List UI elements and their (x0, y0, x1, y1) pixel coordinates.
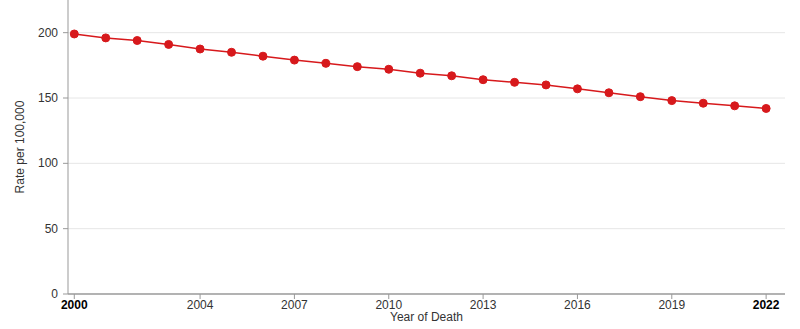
grid-line (68, 294, 785, 295)
plot-area (70, 30, 770, 112)
data-point (636, 93, 644, 101)
data-point (290, 56, 298, 64)
x-tick-label: 2013 (470, 298, 497, 312)
data-point (479, 76, 487, 84)
y-tick (63, 32, 68, 33)
x-tick-label: 2019 (658, 298, 685, 312)
y-tick-label: 100 (38, 156, 58, 170)
data-point (511, 78, 519, 86)
y-tick-label: 0 (51, 287, 58, 301)
x-tick-label: 2000 (61, 298, 88, 312)
data-point (542, 81, 550, 89)
data-point (416, 69, 424, 77)
data-point (353, 63, 361, 71)
data-point (70, 30, 78, 38)
x-axis-title: Year of Death (390, 310, 463, 324)
y-tick-label: 150 (38, 91, 58, 105)
data-point (448, 72, 456, 80)
grid-line (68, 98, 785, 99)
data-point (605, 89, 613, 97)
y-tick (63, 163, 68, 164)
data-line (74, 34, 766, 108)
grid-line (68, 163, 785, 164)
x-tick-label: 2007 (281, 298, 308, 312)
y-tick-label: 200 (38, 26, 58, 40)
data-point (731, 102, 739, 110)
grid-line (68, 228, 785, 229)
data-point (699, 99, 707, 107)
y-axis (68, 0, 69, 294)
y-tick (63, 294, 68, 295)
y-tick-label: 50 (45, 222, 59, 236)
x-tick-label: 2022 (753, 298, 780, 312)
grid-line (68, 32, 785, 33)
data-point (102, 34, 110, 42)
data-point (668, 97, 676, 105)
data-point (196, 45, 204, 53)
data-point (385, 65, 393, 73)
x-axis (68, 294, 785, 295)
data-point (762, 104, 770, 112)
x-tick-label: 2016 (564, 298, 591, 312)
data-point (573, 85, 581, 93)
y-axis-title: Rate per 100,000 (13, 100, 27, 193)
x-tick-label: 2004 (187, 298, 214, 312)
y-tick (63, 98, 68, 99)
y-tick (63, 228, 68, 229)
data-point (228, 48, 236, 56)
data-point (259, 52, 267, 60)
data-point (133, 37, 141, 45)
data-point (165, 40, 173, 48)
chart: 0501001502002000200420072010201320162019… (0, 0, 800, 329)
data-point (322, 59, 330, 67)
